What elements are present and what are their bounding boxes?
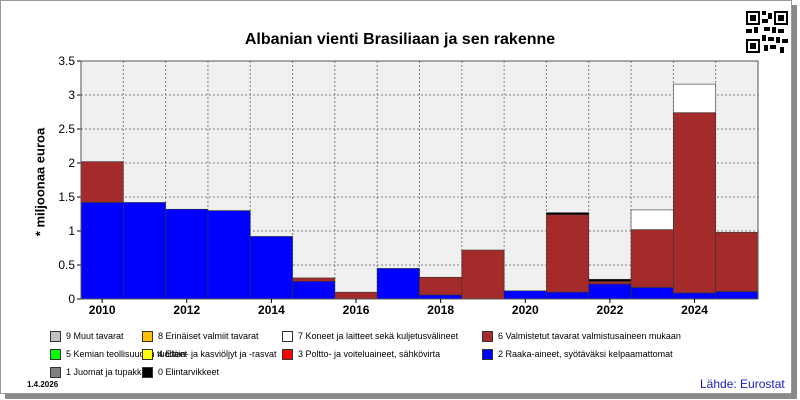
legend-item: 9 Muut tavarat [50, 330, 124, 342]
bar-segment [419, 294, 463, 300]
legend-swatch [142, 348, 153, 360]
bar-segment [588, 278, 632, 282]
bar-segment [673, 292, 716, 300]
bar-segment [165, 208, 209, 300]
x-tick-label: 2020 [512, 303, 539, 317]
y-tick-label: 3.5 [58, 54, 75, 68]
legend-item: 8 Erinäiset valmiit tavarat [142, 330, 259, 342]
legend-item: 0 Elintarvikkeet [142, 366, 219, 378]
bar-segment [334, 291, 378, 300]
bar-segment [546, 291, 590, 300]
bar-segment [292, 277, 336, 282]
legend-swatch [282, 348, 293, 360]
qr-code-icon [746, 11, 788, 53]
y-tick-label: 3 [68, 88, 75, 102]
x-tick-label: 2016 [343, 303, 370, 317]
chart-legend: 9 Muut tavarat 8 Erinäiset valmiit tavara… [50, 330, 790, 378]
y-tick-label: 1 [68, 224, 75, 238]
bar-segment [80, 161, 124, 203]
date-stamp: 1.4.2026 [27, 380, 59, 389]
bar-segment [546, 212, 590, 215]
bar-segment [123, 202, 166, 300]
legend-label: 0 Elintarvikkeet [158, 367, 220, 377]
bar-segment [292, 281, 336, 300]
legend-swatch [50, 330, 61, 342]
legend-swatch [142, 366, 153, 378]
bar-segment [419, 276, 463, 296]
y-tick-label: 1.5 [58, 190, 75, 204]
plot-border [80, 60, 759, 300]
bar-segment [376, 268, 420, 300]
bar-segment [588, 283, 632, 300]
legend-label: 4 Eläin- ja kasviöljyt ja -rasvat [158, 349, 277, 359]
legend-label: 5 Kemian teollisuuden tuotteet [66, 349, 188, 359]
y-tick-label: 0.5 [58, 258, 75, 272]
bar-segment [715, 291, 759, 300]
y-tick-label: 2 [68, 156, 75, 170]
bar-segment [80, 202, 124, 300]
legend-swatch [482, 348, 493, 360]
bar-segment [630, 209, 674, 230]
legend-swatch [50, 366, 61, 378]
legend-item: 1 Juomat ja tupakka [50, 366, 147, 378]
legend-item: 4 Eläin- ja kasviöljyt ja -rasvat [142, 348, 277, 360]
legend-item: 6 Valmistetut tavarat valmistusaineen mu… [482, 330, 681, 342]
y-tick-label: 2.5 [58, 122, 75, 136]
bar-segment [630, 287, 674, 300]
legend-label: 8 Erinäiset valmiit tavarat [158, 331, 259, 341]
bar-segment [546, 214, 590, 293]
legend-item: 2 Raaka-aineet, syötäväksi kelpaamattoma… [482, 348, 673, 360]
x-tick-label: 2014 [258, 303, 285, 317]
stacked-bar-chart: 0 0.5 1 1.5 2 2.5 3 3.5 2010 2012 2014 2016 2018 2020… [58, 54, 759, 317]
legend-swatch [142, 330, 153, 342]
bar-segment [461, 249, 505, 300]
legend-item: 3 Poltto- ja voiteluaineet, sähkövirta [282, 348, 440, 360]
bar-segment [673, 83, 716, 113]
bar-segment [503, 290, 547, 300]
x-tick-label: 2018 [427, 303, 454, 317]
bar-segment [673, 112, 716, 294]
bar-segment [630, 229, 674, 288]
legend-label: 9 Muut tavarat [66, 331, 124, 341]
bar-segment [588, 281, 632, 285]
source-label: Lähde: Eurostat [700, 377, 785, 391]
legend-label: 2 Raaka-aineet, syötäväksi kelpaamattoma… [498, 349, 673, 359]
legend-label: 3 Poltto- ja voiteluaineet, sähkövirta [298, 349, 441, 359]
bar-segment [207, 210, 251, 300]
legend-label: 6 Valmistetut tavarat valmistusaineen mu… [498, 331, 681, 341]
legend-item: 7 Koneet ja laitteet sekä kuljetusväline… [282, 330, 458, 342]
x-tick-label: 2022 [597, 303, 624, 317]
legend-swatch [282, 330, 293, 342]
bar-segment [249, 236, 293, 300]
legend-label: 7 Koneet ja laitteet sekä kuljetusväline… [298, 331, 459, 341]
y-tick-label: 0 [68, 292, 75, 306]
x-tick-label: 2012 [173, 303, 200, 317]
bar-segment [715, 232, 759, 292]
legend-label: 1 Juomat ja tupakka [66, 367, 147, 377]
legend-swatch [50, 348, 61, 360]
legend-swatch [482, 330, 493, 342]
x-tick-label: 2010 [89, 303, 116, 317]
chart-title: Albanian vienti Brasiliaan ja sen rakenn… [244, 31, 556, 48]
legend-item: 5 Kemian teollisuuden tuotteet [50, 348, 187, 360]
x-tick-label: 2024 [681, 303, 708, 317]
